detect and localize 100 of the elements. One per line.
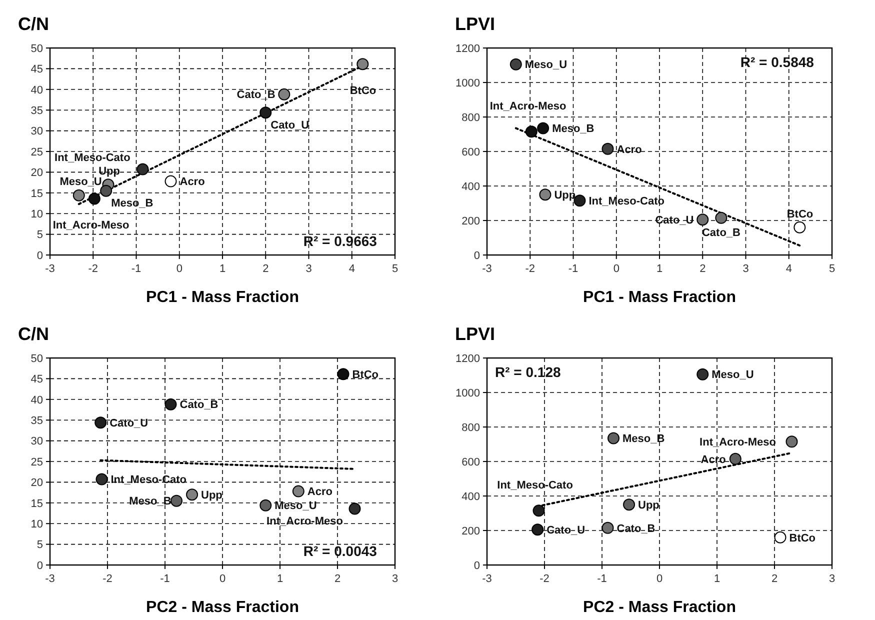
y-tick-label: 35 — [30, 104, 43, 117]
annotation: Int_Meso-Cato — [588, 196, 665, 208]
y-tick-label: 20 — [30, 167, 43, 180]
x-tick-label: -1 — [131, 263, 142, 275]
x-tick-label: 3 — [392, 573, 398, 585]
y-axis-title: C/N — [18, 324, 49, 344]
point — [136, 163, 149, 176]
x-tick-label: 1 — [714, 573, 720, 585]
x-tick-label: 4 — [348, 263, 355, 275]
x-tick-label: 2 — [262, 263, 269, 275]
y-tick-label: 600 — [462, 146, 480, 158]
x-tick-label: 1 — [276, 573, 284, 585]
x-tick-label: 5 — [392, 263, 398, 275]
annotation: R² = 0.5848 — [740, 54, 814, 70]
x-tick-label: 0 — [656, 573, 663, 585]
x-tick-label: -1 — [597, 573, 607, 585]
point — [348, 502, 361, 515]
annotation: Upp — [554, 189, 576, 202]
y-tick-label: 0 — [474, 250, 480, 262]
annotation: R² = 0.128 — [495, 364, 561, 380]
annotation: Cato_B — [180, 399, 218, 412]
point — [696, 368, 709, 380]
point — [539, 188, 552, 201]
y-tick-label: 400 — [462, 180, 480, 193]
y-tick-label: 20 — [30, 477, 43, 490]
annotation: Acro — [616, 144, 642, 156]
point — [794, 221, 806, 234]
annotation: Cato_B — [236, 89, 276, 102]
y-axis-title: C/N — [18, 14, 49, 34]
point — [715, 212, 728, 224]
annotation: Meso_U — [274, 500, 317, 512]
point — [532, 504, 545, 517]
x-tick-label: 2 — [700, 263, 706, 275]
y-tick-label: 30 — [30, 436, 43, 448]
annotation: Int_Acro-Meso — [490, 100, 566, 113]
y-axis-title: LPVI — [455, 324, 496, 344]
annotation: BtCo — [789, 532, 816, 544]
y-tick-label: 0 — [36, 250, 43, 262]
x-tick-label: 3 — [306, 263, 312, 275]
x-tick-label: -2 — [102, 573, 112, 585]
x-tick-label: -3 — [482, 263, 492, 275]
annotation: Cato_B — [702, 226, 741, 239]
y-tick-label: 40 — [30, 394, 43, 406]
annotation: Int_Acro-Meso — [52, 220, 130, 232]
point — [278, 88, 290, 100]
annotation: BtCo — [352, 368, 379, 381]
x-tick-label: 2 — [334, 573, 341, 585]
annotation: BtCo — [786, 208, 814, 220]
annotation: Acro — [180, 176, 206, 188]
point — [164, 175, 177, 188]
annotation: Int_Meso-Cato — [54, 152, 131, 164]
y-tick-label: 1000 — [456, 387, 480, 400]
x-tick-label: 5 — [828, 263, 836, 275]
x-tick-label: -2 — [525, 263, 536, 275]
y-tick-label: 15 — [30, 188, 43, 200]
x-tick-label: -2 — [540, 573, 550, 585]
y-tick-label: 800 — [462, 112, 480, 124]
y-tick-label: 15 — [30, 498, 43, 510]
annotation: Cato_B — [616, 522, 656, 535]
x-tick-label: 0 — [219, 573, 226, 585]
annotation: Int_Acro-Meso — [700, 436, 776, 449]
y-tick-label: 1200 — [456, 352, 480, 365]
annotation: Meso_B — [622, 433, 665, 446]
point — [356, 58, 369, 70]
point — [623, 498, 636, 511]
x-tick-label: -3 — [45, 263, 55, 275]
y-tick-label: 0 — [474, 560, 480, 572]
x-tick-label: 1 — [656, 263, 663, 275]
y-tick-label: 45 — [30, 64, 43, 76]
y-tick-label: 800 — [462, 422, 480, 434]
point — [94, 416, 107, 429]
x-tick-label: 3 — [828, 573, 836, 585]
point — [186, 488, 198, 501]
annotation: Meso_U — [60, 176, 102, 188]
x-tick-label: 4 — [786, 263, 792, 275]
y-tick-label: 1200 — [456, 42, 480, 55]
x-tick-label: -3 — [45, 573, 55, 585]
annotation: Upp — [638, 499, 660, 512]
y-tick-label: 50 — [30, 42, 43, 55]
x-tick-label: -1 — [568, 263, 578, 275]
point — [602, 522, 614, 534]
x-tick-label: 0 — [613, 263, 620, 275]
point — [510, 58, 522, 70]
y-tick-label: 5 — [36, 229, 43, 242]
x-axis-title: PC1 - Mass Fraction — [583, 289, 736, 306]
x-tick-label: 3 — [742, 263, 749, 275]
point — [537, 122, 550, 134]
point — [292, 485, 304, 498]
point — [170, 494, 182, 507]
x-tick-label: 0 — [176, 263, 182, 275]
y-tick-label: 40 — [30, 84, 43, 96]
x-tick-label: 1 — [219, 263, 226, 275]
annotation: Meso_B — [552, 123, 594, 136]
x-tick-label: -3 — [482, 573, 492, 585]
point — [100, 184, 112, 197]
annotation: Int_Acro-Meso — [266, 516, 344, 528]
point — [164, 398, 177, 410]
point — [774, 531, 786, 544]
point — [574, 194, 586, 207]
y-tick-label: 45 — [30, 374, 43, 386]
